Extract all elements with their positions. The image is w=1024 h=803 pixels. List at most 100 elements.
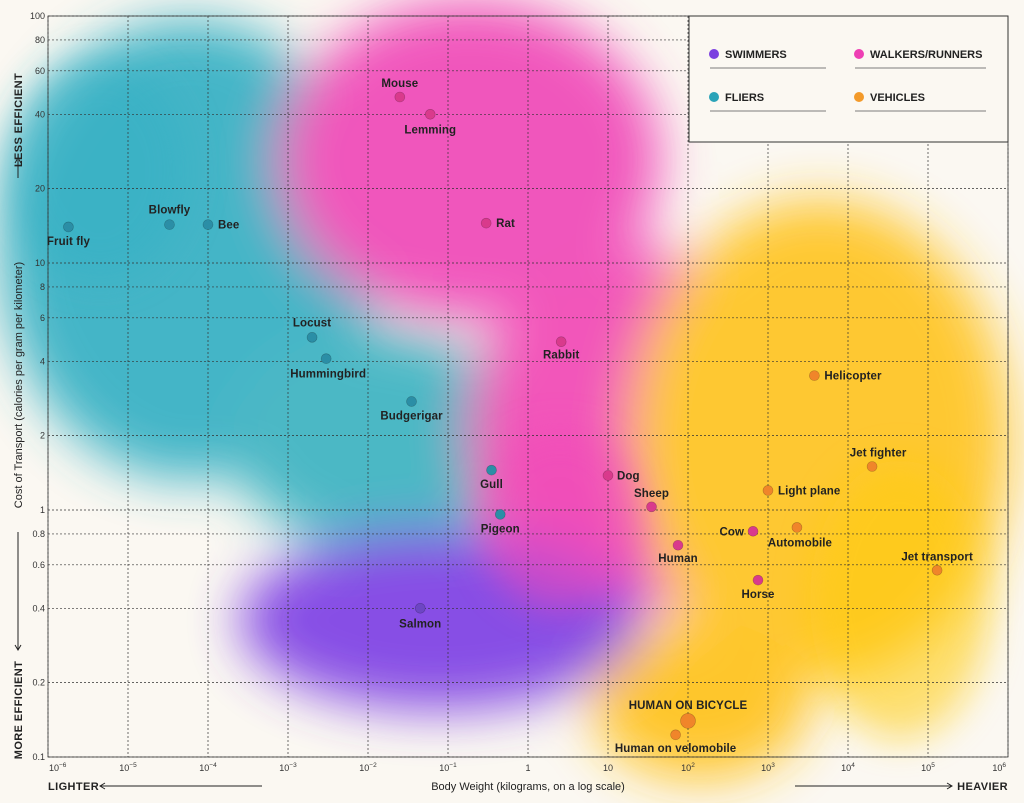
legend-swatch-vehicles	[854, 92, 864, 102]
label-jet-fighter: Jet fighter	[850, 448, 907, 460]
walkers-region	[480, 430, 640, 610]
y-tick-label: 0.8	[32, 529, 45, 539]
x-tick-label: 10−4	[199, 762, 217, 773]
point-human-on-bicycle	[680, 713, 696, 729]
fliers-region	[10, 60, 190, 280]
legend-fliers: FLIERS	[725, 92, 764, 104]
x-tick-label: 10	[603, 763, 613, 773]
x-tick-label: 10−6	[49, 762, 67, 773]
label-rabbit: Rabbit	[543, 350, 579, 362]
x-tick-label: 104	[841, 762, 855, 773]
legend-swatch-walkers	[854, 49, 864, 59]
x-tick-label: 1	[525, 763, 530, 773]
point-sheep	[646, 501, 657, 513]
point-bee	[202, 219, 214, 230]
label-automobile: Automobile	[768, 537, 832, 549]
y-axis-title: Cost of Transport (calories per gram per…	[13, 262, 25, 508]
label-lemming: Lemming	[404, 124, 456, 136]
label-gull: Gull	[480, 479, 503, 491]
legend-walkers: WALKERS/RUNNERS	[870, 49, 982, 61]
point-salmon	[414, 602, 426, 614]
label-locust: Locust	[293, 317, 331, 329]
lighter-label: LIGHTER	[48, 781, 99, 793]
label-human-on-bicycle: HUMAN ON BICYCLE	[629, 700, 748, 712]
x-tick-label: 103	[761, 762, 775, 773]
vehicles-region	[810, 460, 990, 740]
legend-swatch-swimmers	[709, 49, 719, 59]
legend-swimmers: SWIMMERS	[725, 49, 787, 61]
data-points: Fruit fly Blowfly Bee Mouse Lemming Rat Locust…	[47, 78, 973, 755]
label-salmon: Salmon	[399, 618, 441, 630]
point-fruit-fly	[63, 221, 74, 233]
y-tick-label: 0.4	[32, 603, 45, 613]
point-automobile	[791, 522, 803, 533]
x-tick-label: 10−2	[359, 762, 377, 773]
plot-frame	[47, 15, 1009, 758]
y-tick-label: 0.2	[32, 678, 45, 688]
less-efficient-label: LESS EFFICIENT	[13, 73, 25, 167]
x-axis-title: Body Weight (kilograms, on a log scale)	[431, 781, 625, 793]
label-cow: Cow	[719, 526, 744, 538]
point-horse	[752, 574, 764, 586]
y-tick-labels: 100 80 60 40 20 10 8 6 4 2 1 0.8 0.6 0.4 0.2 0.1	[30, 11, 45, 762]
point-rabbit	[555, 336, 567, 348]
point-cow	[747, 525, 759, 537]
point-blowfly	[164, 219, 175, 230]
point-pigeon	[494, 509, 506, 520]
point-budgerigar	[406, 396, 417, 407]
point-helicopter	[809, 370, 820, 381]
label-human: Human	[658, 553, 697, 565]
right-arrow-icon	[795, 782, 953, 790]
label-bee: Bee	[218, 220, 239, 232]
y-tick-label: 6	[40, 313, 45, 323]
label-jet-transport: Jet transport	[901, 551, 973, 563]
point-lemming	[424, 108, 436, 120]
point-mouse	[394, 91, 406, 103]
label-sheep: Sheep	[634, 488, 669, 500]
y-tick-label: 80	[35, 35, 45, 45]
label-light-plane: Light plane	[778, 485, 840, 497]
y-tick-label: 8	[40, 282, 45, 292]
down-arrow-icon	[14, 532, 22, 651]
point-hummingbird	[320, 353, 332, 364]
y-tick-label: 0.6	[32, 560, 45, 570]
label-dog: Dog	[617, 470, 640, 482]
x-tick-label: 10−1	[439, 762, 457, 773]
walkers-region	[280, 0, 660, 320]
legend-box	[688, 15, 1009, 143]
label-human-on-velomobile: Human on velomobile	[615, 743, 736, 755]
y-tick-label: 100	[30, 11, 45, 21]
fliers-region	[230, 330, 530, 550]
x-tick-label: 102	[681, 762, 695, 773]
group-regions	[0, 0, 1010, 780]
point-rat	[480, 217, 492, 229]
label-rat: Rat	[496, 218, 515, 230]
label-budgerigar: Budgerigar	[380, 410, 443, 422]
x-tick-label: 105	[921, 762, 935, 773]
y-tick-label: 1	[40, 505, 45, 515]
label-helicopter: Helicopter	[824, 371, 882, 383]
y-tick-label: 40	[35, 109, 45, 119]
x-tick-labels: 10−6 10−5 10−4 10−3 10−2 10−1 1 10 102 103 104 105 1…	[49, 762, 1006, 773]
x-tick-label: 10−5	[119, 762, 137, 773]
more-efficient-label: MORE EFFICIENT	[13, 661, 25, 760]
legend: SWIMMERS WALKERS/RUNNERS FLIERS VEHICLES	[688, 15, 1009, 143]
y-tick-label: 10	[35, 258, 45, 268]
left-arrow-icon	[99, 782, 262, 790]
y-tick-label: 4	[40, 356, 45, 366]
label-mouse: Mouse	[381, 78, 418, 90]
label-horse: Horse	[741, 589, 774, 601]
point-jet-fighter	[866, 461, 878, 472]
label-fruit-fly: Fruit fly	[47, 236, 91, 248]
point-jet-transport	[931, 564, 943, 576]
point-light-plane	[762, 485, 774, 496]
point-dog	[602, 470, 614, 481]
x-tick-label: 10−3	[279, 762, 297, 773]
y-tick-label: 20	[35, 184, 45, 194]
y-tick-label: 0.1	[32, 752, 45, 762]
x-tick-label: 106	[992, 762, 1006, 773]
y-tick-label: 2	[40, 431, 45, 441]
label-blowfly: Blowfly	[149, 205, 191, 217]
point-human-on-velomobile	[670, 729, 681, 741]
